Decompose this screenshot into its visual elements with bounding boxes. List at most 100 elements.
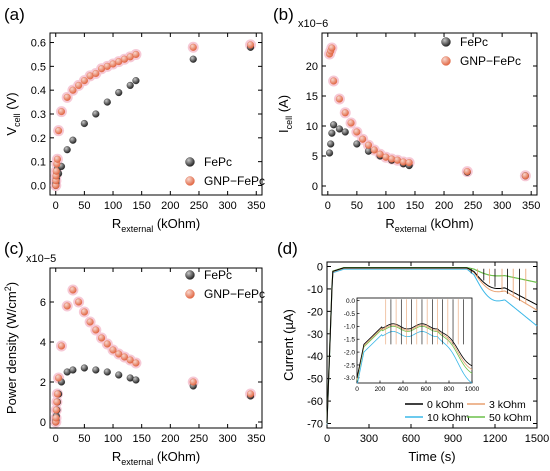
data-point — [57, 342, 66, 350]
inset-x-tick-label: 200 — [375, 386, 386, 393]
data-point — [132, 359, 140, 367]
inset-x-tick-label: 800 — [444, 386, 455, 393]
data-point — [55, 127, 63, 135]
inset-x-tick-label: 600 — [421, 386, 432, 393]
inset-y-tick-label: -2.5 — [344, 362, 356, 369]
y-tick-label: 0.6 — [31, 38, 46, 50]
data-point — [92, 366, 100, 374]
x-tick-label: 350 — [522, 200, 540, 212]
x-tick-label: 100 — [377, 200, 395, 212]
data-point — [69, 136, 77, 144]
y-axis-label-main: V — [4, 127, 19, 136]
data-point — [115, 89, 123, 97]
y-axis-label: Icell (A) — [276, 95, 294, 133]
inset-y-tick-label: -3.0 — [344, 375, 356, 382]
y-tick-label: -20 — [307, 306, 323, 318]
y-tick-label: -60 — [307, 396, 323, 408]
panel-c: (c) 0 50 100 150 200 250 300 350 0 2 4 6 Rexternal (k… — [3, 239, 265, 467]
x-tick-label: 100 — [104, 433, 122, 445]
x-axis-label: Time (s) — [408, 449, 455, 464]
plot-frame — [49, 267, 263, 429]
y-axis-label-unit: (V) — [4, 92, 19, 113]
data-point — [80, 119, 88, 128]
data-point — [80, 308, 88, 316]
x-tick-label: 900 — [444, 433, 462, 445]
legend-label: FePc — [204, 155, 232, 169]
data-point — [69, 86, 77, 94]
data-markers — [50, 39, 257, 191]
legend-label: FePc — [204, 268, 232, 282]
x-axis-label-main: Time (s) — [408, 449, 455, 464]
x-tick-label: 1500 — [525, 433, 549, 445]
y-tick-label: -30 — [307, 329, 323, 341]
x-axis-label-sub: external — [395, 224, 427, 234]
y-tick-label: 4 — [40, 337, 46, 349]
legend-label: GNP−FePc — [204, 287, 265, 301]
x-axis-label-unit: (kOhm) — [153, 449, 200, 464]
data-point — [53, 398, 61, 406]
legend-marker — [185, 157, 195, 167]
legend-label: 10 kOhm — [427, 412, 470, 424]
data-point — [115, 350, 123, 358]
x-tick-label: 150 — [132, 433, 150, 445]
data-point — [328, 44, 336, 52]
x-tick-label: 0 — [324, 433, 330, 445]
y-tick-label: 0.0 — [31, 180, 46, 192]
data-point — [126, 356, 134, 364]
legend-marker — [441, 56, 451, 66]
data-point — [52, 414, 60, 422]
x-tick-label: 600 — [402, 433, 420, 445]
legend-marker — [185, 270, 195, 280]
inset-x-tick-label: 0 — [355, 386, 359, 393]
data-point — [92, 326, 100, 334]
series-line — [326, 268, 538, 425]
series-lines — [326, 267, 538, 425]
data-point — [109, 346, 117, 354]
x-axis-label-sub: external — [121, 457, 153, 467]
data-point — [53, 155, 61, 163]
y-tick-label: -40 — [307, 351, 323, 363]
plot-frame — [326, 261, 538, 429]
legend-label: 3 kOhm — [489, 399, 526, 411]
data-point — [63, 302, 71, 310]
y-tick-label: 0.3 — [31, 109, 46, 121]
panel-b: (b) 0 50 100 150 200 250 300 350 0 5 10 15 20 Rexterna… — [273, 5, 540, 234]
y-tick-label: -70 — [307, 419, 323, 431]
x-tick-label: 200 — [435, 200, 453, 212]
y-tick-label: 0 — [40, 417, 46, 429]
x-axis-label-unit: (kOhm) — [427, 216, 474, 231]
plot-frame — [321, 32, 538, 196]
legend-label: 0 kOhm — [427, 399, 464, 411]
data-point — [353, 128, 361, 136]
data-point — [57, 108, 66, 116]
data-point — [335, 95, 343, 103]
panel-label: (b) — [273, 5, 294, 24]
x-axis-label: Rexternal (kOhm) — [112, 449, 200, 467]
inset-y-tick-label: 0.0 — [346, 298, 355, 305]
data-point — [92, 69, 100, 78]
y-axis-label-unit: ) — [4, 282, 19, 286]
data-point — [347, 119, 355, 127]
data-point — [86, 318, 94, 326]
y-tick-label: 2 — [40, 377, 46, 389]
x-tick-label: 150 — [406, 200, 424, 212]
data-point — [189, 43, 197, 51]
legend: FePc GNP−FePc — [185, 155, 265, 188]
data-point — [463, 168, 471, 176]
legend-marker — [185, 176, 195, 186]
data-point — [353, 140, 361, 148]
y-tick-label: -10 — [307, 284, 323, 296]
axis-multiplier: x10−6 — [298, 18, 328, 30]
legend-marker — [185, 289, 195, 299]
panel-d: (d) 0 300 600 900 1200 1500 0 -10 -20 -30 -40 -50 -60… — [277, 239, 549, 464]
x-tick-label: 200 — [161, 433, 179, 445]
y-tick-label: 0.1 — [31, 157, 46, 169]
inset-series-line — [356, 331, 473, 384]
data-point — [376, 150, 384, 158]
inset: 0 200 400 600 800 1000 0.0 -0.5 -1.0 -1.5 -2.0 -2.5… — [344, 297, 480, 393]
data-point — [364, 147, 373, 155]
data-point — [370, 146, 378, 154]
data-point — [327, 140, 335, 148]
data-point — [126, 81, 134, 89]
